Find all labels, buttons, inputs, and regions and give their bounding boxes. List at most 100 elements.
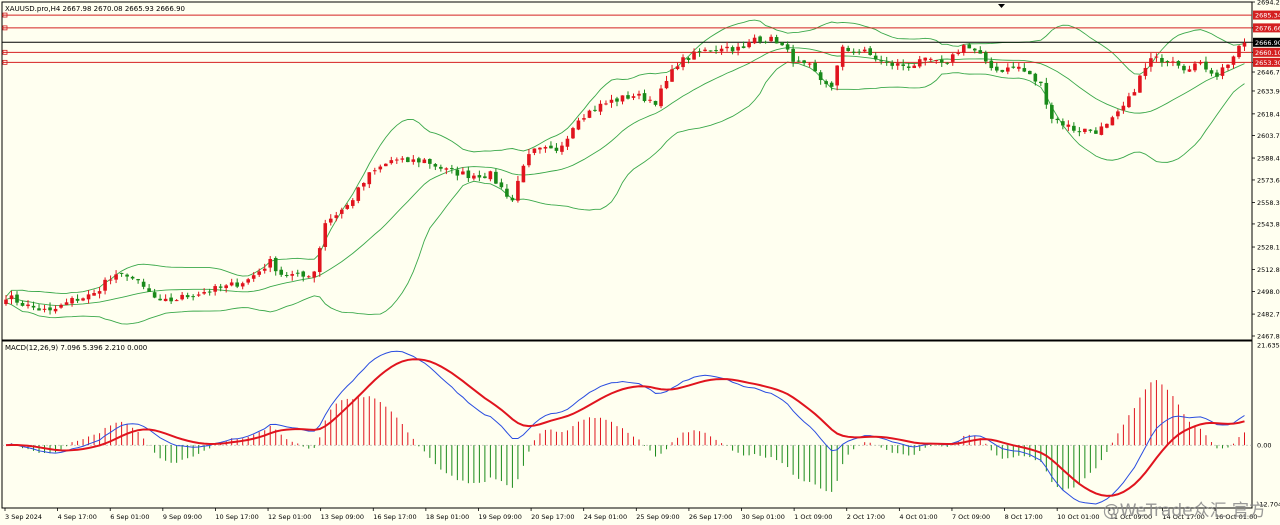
candle-body (736, 46, 740, 51)
time-tick-label: 18 Sep 01:00 (426, 513, 469, 521)
candle-body (395, 159, 399, 161)
candle-body (488, 171, 493, 180)
candle-body (813, 62, 817, 72)
candle-body (923, 57, 928, 61)
candle-body (945, 62, 950, 64)
candle-body (1017, 66, 1021, 69)
price-tag (1253, 57, 1280, 67)
candle-body (174, 300, 179, 302)
candle-body (268, 258, 273, 268)
candle-body (389, 160, 394, 164)
candle-body (824, 81, 828, 85)
price-tick-label: 2467.85 (1257, 333, 1280, 341)
time-tick-label: 10 Oct 01:00 (1057, 513, 1099, 521)
candle-body (180, 294, 184, 300)
candle-body (1215, 72, 1219, 77)
candle-body (703, 49, 707, 52)
candle-body (697, 51, 702, 53)
candle-body (367, 172, 372, 185)
candle-body (224, 285, 228, 289)
time-tick-label: 9 Sep 09:00 (163, 513, 202, 521)
candle-body (967, 44, 972, 49)
candle-body (317, 248, 322, 273)
candle-body (1094, 130, 1098, 134)
candle-body (48, 307, 52, 311)
price-tick-label: 2618.40 (1257, 110, 1280, 118)
price-tag-label: 2653.30 (1255, 59, 1280, 67)
time-tick-label: 13 Sep 09:00 (321, 513, 364, 521)
candle-body (1000, 69, 1005, 72)
candle-body (323, 223, 328, 247)
candle-body (1204, 61, 1208, 70)
candle-body (620, 95, 625, 102)
candle-body (626, 95, 630, 99)
candle-body (97, 291, 102, 294)
candle-body (692, 51, 696, 60)
price-axis: 2694.20 2676.66 2666.90 2660.10 2653.30 2646.… (1252, 0, 1280, 509)
candle-body (549, 145, 553, 149)
candle-body (615, 98, 619, 102)
candle-body (384, 163, 388, 167)
time-tick-label: 16 Oct 01:00 (1215, 513, 1257, 521)
candle-body (928, 58, 933, 60)
candle-body (912, 65, 917, 69)
hline-handle-1 (2, 25, 8, 31)
candle-body (1209, 70, 1214, 74)
candle-body (604, 103, 608, 105)
price-tag-label: 2685.34 (1255, 12, 1280, 20)
candle-body (152, 292, 157, 298)
candle-body (796, 60, 801, 62)
time-tick-label: 16 Sep 17:00 (373, 513, 416, 521)
candle-body (714, 50, 718, 52)
candle-body (1077, 131, 1082, 133)
price-tick-label: 2588.45 (1257, 155, 1280, 163)
candle-body (108, 279, 113, 281)
candle-body (81, 298, 85, 301)
candle-body (378, 166, 383, 170)
candle-body (983, 52, 988, 62)
time-tick-label: 25 Sep 09:00 (636, 513, 679, 521)
candle-body (1033, 73, 1038, 82)
candle-body (31, 305, 36, 308)
candle-body (791, 48, 795, 62)
candle-body (681, 57, 685, 68)
candle-body (1237, 45, 1241, 58)
candle-body (64, 302, 69, 305)
candle-body (1231, 56, 1236, 65)
shift-marker-icon[interactable] (998, 4, 1005, 8)
price-tick-label: 2646.75 (1257, 69, 1280, 77)
candle-body (246, 279, 250, 283)
candle-body (439, 166, 443, 169)
time-tick-label: 1 Oct 09:00 (794, 513, 832, 521)
candle-body (659, 88, 663, 107)
price-tick-label: 2482.70 (1257, 311, 1280, 319)
candle-body (312, 271, 317, 278)
candle-body (747, 42, 751, 48)
price-tick-label: 2573.60 (1257, 176, 1280, 184)
candle-body (411, 159, 416, 162)
candle-body (185, 295, 190, 298)
candle-body (769, 36, 773, 42)
price-tag-label: 2666.90 (1255, 39, 1280, 47)
candle-body (653, 100, 658, 105)
price-tag (1253, 10, 1280, 20)
candle-body (345, 205, 350, 209)
candle-body (1176, 61, 1181, 66)
candle-body (257, 271, 262, 275)
candle-body (1116, 111, 1120, 117)
candle-body (994, 66, 999, 71)
candle-body (648, 99, 652, 101)
candle-body (53, 308, 58, 312)
candle-body (510, 197, 515, 201)
time-tick-label: 19 Sep 09:00 (478, 513, 521, 521)
candle-body (136, 279, 140, 281)
horizontal-lines (2, 12, 1252, 65)
candle-body (846, 47, 850, 52)
candle-body (675, 66, 680, 70)
main-price-panel (1, 1, 1253, 509)
candle-body (4, 299, 8, 305)
candle-body (1105, 123, 1109, 128)
candle-body (1182, 65, 1186, 71)
candle-body (477, 175, 482, 178)
